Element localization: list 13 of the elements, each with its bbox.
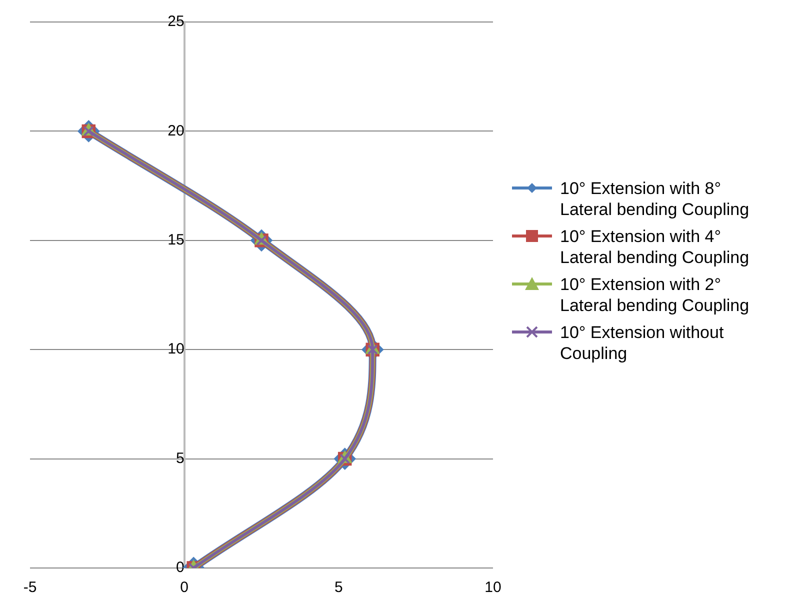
legend-label: 10° Extension with 8° Lateral bending Coupling (560, 178, 750, 220)
legend-label: 10° Extension with 2° Lateral bending Coupling (560, 274, 750, 316)
y-tick-label: 10 (168, 340, 184, 358)
legend-label: 10° Extension without Coupling (560, 322, 725, 364)
legend-label: 10° Extension with 4° Lateral bending Coupling (560, 226, 750, 268)
y-tick-label: 25 (168, 13, 184, 30)
x-tick-label: -5 (23, 579, 37, 596)
y-tick-label: 5 (176, 450, 184, 467)
y-tick-label: 20 (168, 122, 184, 140)
y-tick-label: 0 (176, 559, 184, 576)
x-tick-label: 10 (484, 579, 502, 596)
y-tick-label: 15 (168, 232, 184, 249)
x-tick-label: 5 (334, 579, 343, 596)
